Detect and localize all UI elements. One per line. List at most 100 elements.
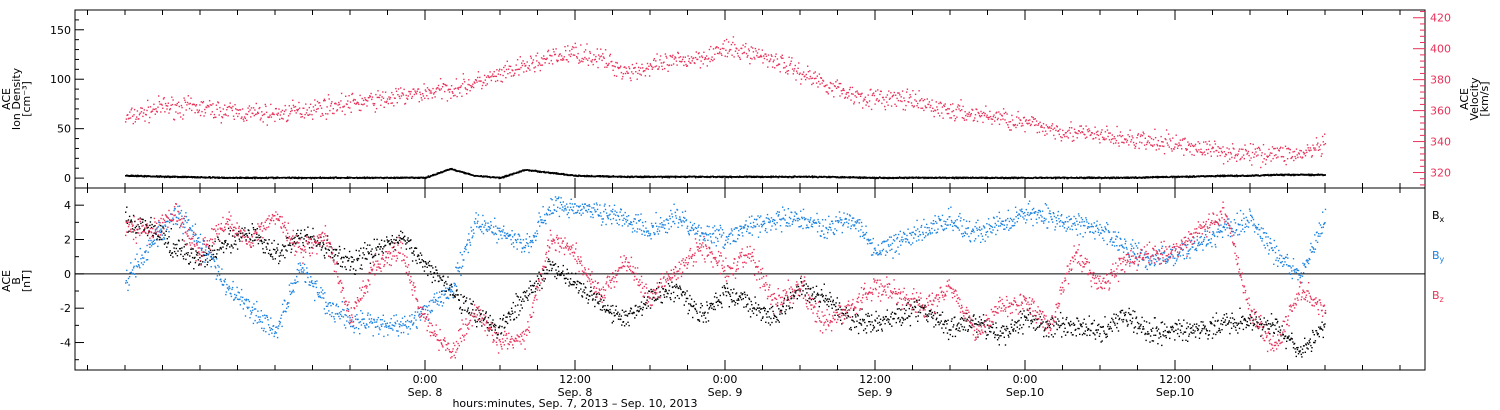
velocity-point: [638, 69, 640, 72]
velocity-point: [533, 67, 535, 69]
velocity-point: [749, 63, 751, 65]
velocity-point: [422, 93, 424, 95]
velocity-point: [1273, 148, 1275, 150]
velocity-point: [640, 74, 642, 76]
velocity-point: [517, 68, 519, 70]
velocity-point: [1069, 132, 1071, 134]
velocity-point: [1153, 144, 1155, 146]
velocity-point: [1293, 150, 1296, 153]
velocity-point: [1315, 137, 1318, 139]
velocity-point: [569, 55, 572, 58]
velocity-point: [798, 62, 800, 64]
velocity-point: [203, 115, 205, 117]
velocity-point: [988, 116, 990, 119]
velocity-point: [699, 67, 702, 69]
velocity-point: [958, 108, 960, 110]
density-point: [197, 176, 199, 178]
density-point: [1127, 176, 1129, 179]
velocity-point: [265, 111, 268, 113]
velocity-point: [261, 111, 263, 113]
density-point: [549, 171, 551, 174]
velocity-point: [818, 80, 820, 83]
velocity-point: [639, 67, 642, 69]
velocity-point: [1035, 120, 1038, 122]
density-point: [1162, 176, 1164, 179]
density-point: [1146, 176, 1148, 178]
velocity-point: [290, 107, 293, 110]
velocity-point: [961, 109, 963, 111]
velocity-point: [757, 56, 759, 58]
velocity-point: [931, 99, 933, 101]
velocity-point: [402, 94, 405, 96]
velocity-point: [1189, 145, 1192, 147]
velocity-point: [1099, 133, 1102, 135]
velocity-point: [848, 95, 850, 97]
velocity-point: [666, 57, 668, 59]
velocity-point: [386, 98, 389, 100]
velocity-point: [900, 96, 902, 98]
velocity-point: [692, 57, 695, 59]
velocity-point: [847, 91, 849, 94]
velocity-point: [919, 100, 921, 102]
velocity-point: [568, 54, 570, 56]
density-point: [630, 176, 632, 178]
velocity-point: [1060, 140, 1063, 142]
velocity-point: [258, 107, 260, 110]
velocity-point: [1207, 152, 1209, 155]
density-point: [1270, 174, 1272, 176]
velocity-point: [557, 59, 559, 62]
velocity-point: [414, 90, 416, 92]
velocity-point: [844, 96, 847, 98]
density-point: [422, 177, 424, 179]
velocity-point: [1254, 148, 1256, 150]
velocity-point: [888, 98, 891, 100]
velocity-point: [864, 96, 867, 98]
velocity-point: [1051, 123, 1054, 125]
velocity-point: [751, 58, 753, 60]
velocity-point: [496, 69, 498, 71]
density-point: [1224, 174, 1226, 177]
velocity-point: [752, 51, 755, 53]
density-point: [978, 177, 980, 179]
velocity-point: [433, 93, 435, 95]
velocity-point: [219, 106, 221, 109]
velocity-point: [189, 102, 191, 105]
velocity-point: [750, 46, 752, 48]
velocity-point: [284, 104, 286, 107]
velocity-point: [1121, 135, 1124, 137]
density-point: [1223, 175, 1225, 178]
density-point: [1308, 173, 1310, 175]
velocity-point: [1020, 119, 1022, 122]
velocity-point: [1075, 132, 1078, 134]
velocity-point: [953, 115, 955, 117]
velocity-point: [485, 76, 488, 78]
velocity-point: [262, 121, 264, 123]
velocity-point: [1258, 147, 1261, 150]
velocity-point: [459, 86, 462, 89]
velocity-point: [1316, 144, 1318, 146]
velocity-point: [791, 68, 794, 70]
velocity-point: [560, 55, 563, 57]
velocity-point: [1040, 126, 1042, 128]
velocity-point: [1216, 149, 1218, 152]
velocity-point: [261, 114, 264, 117]
velocity-point: [430, 90, 432, 92]
density-point: [786, 176, 788, 178]
velocity-point: [939, 115, 941, 117]
velocity-point: [1229, 151, 1232, 154]
velocity-point: [776, 58, 779, 60]
density-point: [393, 177, 395, 179]
velocity-point: [954, 120, 956, 122]
velocity-point: [272, 112, 274, 114]
velocity-point: [209, 104, 211, 106]
velocity-point: [339, 106, 341, 109]
velocity-point: [253, 114, 255, 117]
velocity-point: [484, 79, 486, 81]
velocity-point: [726, 55, 728, 58]
velocity-point: [519, 56, 521, 58]
velocity-point: [536, 52, 539, 54]
velocity-point: [571, 46, 574, 48]
density-point: [815, 175, 818, 178]
velocity-point: [495, 75, 497, 78]
velocity-point: [1093, 133, 1096, 135]
